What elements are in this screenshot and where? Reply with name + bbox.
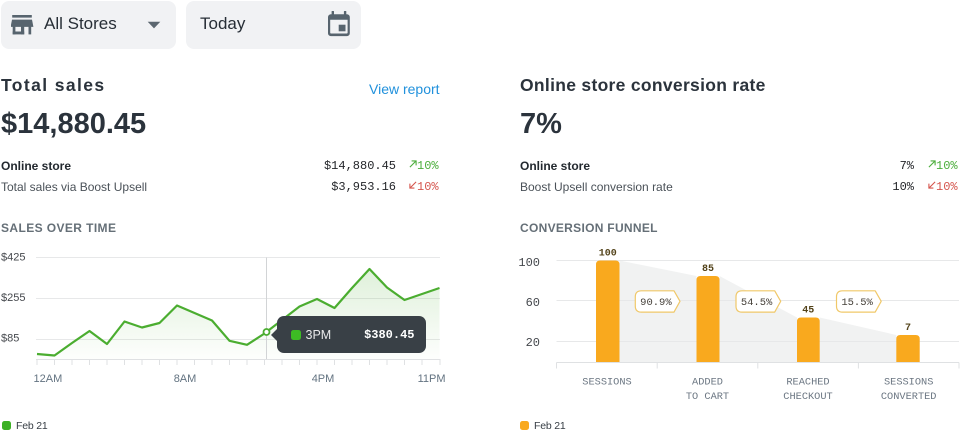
svg-text:12AM: 12AM bbox=[34, 373, 63, 385]
svg-text:7: 7 bbox=[905, 323, 911, 334]
svg-text:45: 45 bbox=[802, 306, 814, 317]
svg-text:CONVERTED: CONVERTED bbox=[881, 391, 937, 403]
svg-text:100: 100 bbox=[518, 256, 540, 270]
svg-text:11PM: 11PM bbox=[418, 373, 446, 385]
svg-text:SESSIONS: SESSIONS bbox=[884, 377, 933, 389]
svg-text:54.5%: 54.5% bbox=[741, 297, 773, 309]
svg-text:TO CART: TO CART bbox=[686, 391, 729, 403]
svg-text:REACHED: REACHED bbox=[786, 377, 829, 389]
svg-text:20: 20 bbox=[526, 336, 540, 350]
svg-text:ADDED: ADDED bbox=[692, 377, 723, 389]
svg-text:$425: $425 bbox=[1, 252, 25, 264]
svg-text:4PM: 4PM bbox=[312, 373, 335, 385]
svg-text:60: 60 bbox=[526, 296, 540, 310]
svg-text:90.9%: 90.9% bbox=[640, 297, 672, 309]
svg-text:8AM: 8AM bbox=[174, 373, 197, 385]
svg-text:$255: $255 bbox=[1, 292, 25, 304]
svg-text:CHECKOUT: CHECKOUT bbox=[783, 391, 832, 403]
svg-text:$85: $85 bbox=[1, 333, 19, 345]
svg-text:85: 85 bbox=[702, 264, 714, 275]
svg-text:15.5%: 15.5% bbox=[841, 297, 873, 309]
svg-text:SESSIONS: SESSIONS bbox=[582, 377, 631, 389]
svg-text:100: 100 bbox=[599, 249, 617, 260]
